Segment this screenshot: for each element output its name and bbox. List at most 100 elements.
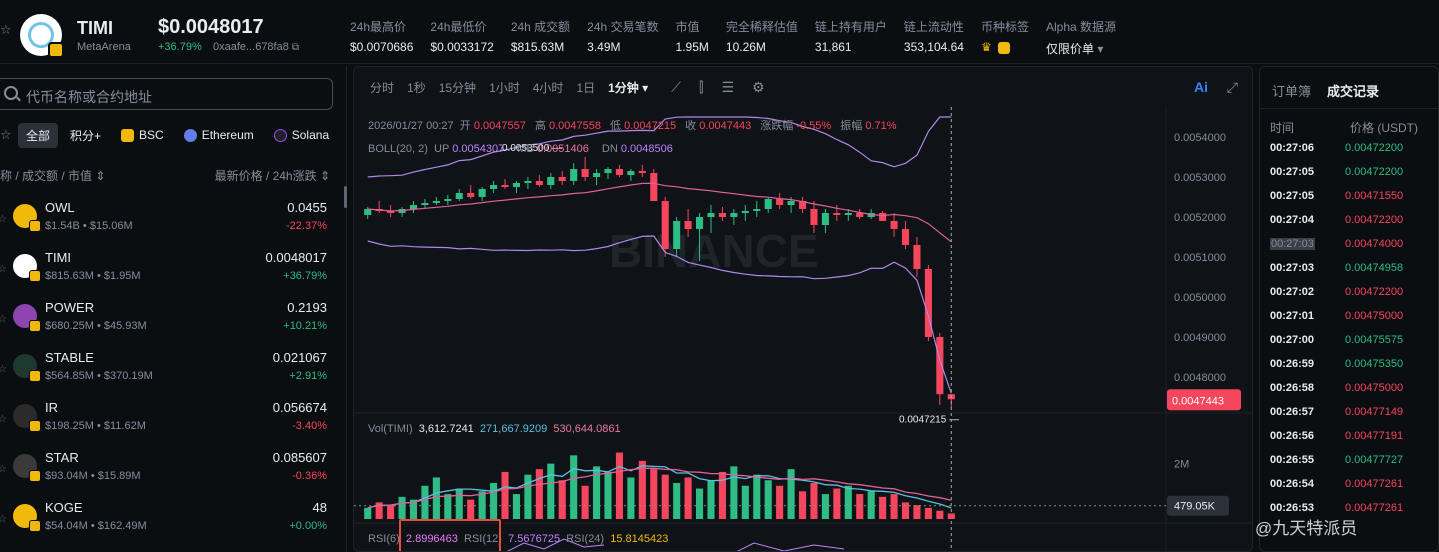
favorite-star-icon[interactable]: ☆ xyxy=(0,414,7,425)
stat-label: 链上流动性 xyxy=(903,20,964,34)
interval-tab[interactable]: 1日 xyxy=(576,80,596,95)
bsc-badge-icon xyxy=(29,520,41,532)
token-row[interactable]: ☆ STABLE $564.85M • $370.19M 0.021067 +2.91% xyxy=(0,344,347,394)
stat-item[interactable]: Alpha 数据源 仅限价单 ▾ xyxy=(1046,18,1116,57)
favorite-star-icon[interactable]: ☆ xyxy=(0,514,7,525)
token-row[interactable]: ☆ STAR $93.04M • $15.89M 0.085607 -0.36% xyxy=(0,444,347,494)
trade-price: 0.00475000 xyxy=(1345,382,1404,394)
candle-body xyxy=(833,213,841,215)
favorite-star-icon[interactable]: ☆ xyxy=(0,464,7,475)
filter-bsc[interactable]: BSC xyxy=(113,124,172,146)
trade-row: 00:27:04 0.00472200 xyxy=(1270,211,1435,235)
favorite-star-icon[interactable]: ☆ xyxy=(0,314,7,325)
trade-price: 0.00471550 xyxy=(1345,190,1404,202)
token-price: 48 xyxy=(312,500,327,515)
token-volume-mcap: $198.25M • $11.62M xyxy=(45,420,146,432)
tab-trade-history[interactable]: 成交记录 xyxy=(1327,84,1380,99)
favorite-star-icon[interactable]: ☆ xyxy=(0,264,7,275)
stats-bar: 24h最高价 $0.0070686 24h最低价 $0.0033172 24h 成交额 $… xyxy=(350,18,1133,57)
volume-bar xyxy=(718,471,726,519)
interval-tab[interactable]: 15分钟 xyxy=(438,80,477,95)
chevron-down-icon: ▾ xyxy=(1094,42,1104,56)
candle-type-icon[interactable]: ⫿ xyxy=(698,78,704,95)
volume-bar xyxy=(913,505,921,519)
candlestick-chart[interactable]: BINANCE 0.0054000 0.0053000 0.0052000 0.0051… xyxy=(354,107,1253,552)
trade-row: 00:26:58 0.00475000 xyxy=(1270,379,1435,403)
favorite-star-icon[interactable]: ☆ xyxy=(0,22,12,37)
filter-solana[interactable]: Solana xyxy=(266,124,337,146)
token-logo-icon xyxy=(13,304,41,332)
price-change: +36.79% xyxy=(158,41,202,53)
settings-sliders-icon[interactable]: ☰ xyxy=(721,78,735,95)
favorites-star-icon[interactable]: ☆ xyxy=(0,127,12,142)
filter-ethereum[interactable]: Ethereum xyxy=(176,124,262,146)
volume-bar xyxy=(787,469,795,519)
trades-list: 00:27:06 0.00472200 00:27:05 0.00472200 00:2… xyxy=(1270,139,1435,523)
stat-value[interactable]: 仅限价单 ▾ xyxy=(1046,42,1104,56)
stat-label: 完全稀释估值 xyxy=(725,20,798,34)
search-icon xyxy=(4,86,18,100)
trade-price: 0.00472200 xyxy=(1345,286,1404,298)
candle-body xyxy=(753,209,761,211)
candle-body xyxy=(501,185,509,187)
volume-ma5-line xyxy=(367,465,952,509)
search-placeholder: 代币名称或合约地址 xyxy=(26,89,152,105)
token-change: +36.79% xyxy=(283,270,327,282)
interval-tab[interactable]: 1秒 xyxy=(407,80,426,95)
candle-body xyxy=(638,171,646,173)
stat-value: 31,861 xyxy=(814,40,852,54)
candle-body xyxy=(821,213,829,225)
tab-orderbook[interactable]: 订单簿 xyxy=(1272,84,1312,99)
volume-bar xyxy=(375,502,383,519)
filter-points[interactable]: 积分+ xyxy=(70,128,102,143)
volume-bar xyxy=(535,469,543,519)
search-input[interactable]: 代币名称或合约地址 xyxy=(0,78,333,110)
token-row[interactable]: ☆ OWL $1.54B • $15.06M 0.0455 -22.37% xyxy=(0,194,347,244)
candle-body xyxy=(432,201,440,203)
token-list-panel: 代币名称或合约地址 ☆ 全部 积分+ BSC Ethereum Solana 称… xyxy=(0,66,347,552)
interval-tab[interactable]: 分时 xyxy=(370,80,395,95)
favorite-star-icon[interactable]: ☆ xyxy=(0,214,7,225)
sort-by-volume[interactable]: 称 / 成交额 / 市值 ⇕ xyxy=(0,169,106,183)
settings-icon[interactable]: ⚙ xyxy=(752,78,765,95)
stat-value: 353,104.64 xyxy=(903,40,964,54)
candle-body xyxy=(901,229,910,245)
volume-bar xyxy=(901,502,910,519)
fullscreen-icon[interactable]: ⤢ xyxy=(1226,79,1238,95)
chart-toolbar: 分时 1秒 15分钟 1小时 4小时 1日 1分钟 ▾ ⟋ ⫿ ☰ ⚙ Ai ⤢ xyxy=(354,67,1252,107)
token-row[interactable]: ☆ IR $198.25M • $11.62M 0.056674 -3.40% xyxy=(0,394,347,444)
token-symbol: IR xyxy=(45,400,58,415)
filter-all[interactable]: 全部 xyxy=(18,122,59,148)
interval-tab[interactable]: 4小时 xyxy=(532,80,564,95)
stat-label: 24h最高价 xyxy=(350,20,407,34)
candle-body xyxy=(798,201,807,209)
candle-body xyxy=(535,181,543,185)
stat-item: 链上持有用户 31,861 xyxy=(815,18,887,57)
token-row[interactable]: ☆ KOGE $54.04M • $162.49M 48 +0.00% xyxy=(0,494,347,544)
candle-body xyxy=(650,173,658,201)
volume-bar xyxy=(833,488,841,519)
token-symbol: OWL xyxy=(45,200,75,215)
favorite-star-icon[interactable]: ☆ xyxy=(0,364,7,375)
volume-bar xyxy=(387,505,395,519)
volume-bar xyxy=(867,491,875,519)
trades-header: 时间 价格 (USDT) xyxy=(1270,121,1418,135)
ai-icon[interactable]: Ai xyxy=(1194,79,1208,95)
interval-tab[interactable]: 1小时 xyxy=(489,80,520,95)
price-axis-label: 0.0049000 xyxy=(1174,332,1226,344)
trade-time: 00:26:56 xyxy=(1270,430,1315,442)
token-row[interactable]: ☆ TIMI $815.63M • $1.95M 0.0048017 +36.79% xyxy=(0,244,347,294)
bsc-badge-icon xyxy=(29,320,41,332)
chain-filters: ☆ 全部 积分+ BSC Ethereum Solana xyxy=(0,122,341,148)
token-row[interactable]: ☆ POWER $680.25M • $45.93M 0.2193 +10.21% xyxy=(0,294,347,344)
sort-by-price[interactable]: 最新价格 / 24h涨跌 ⇕ xyxy=(214,169,330,183)
stat-item: 链上流动性 353,104.64 xyxy=(904,18,964,57)
scrollbar[interactable] xyxy=(344,186,347,208)
sort-icon: ⇕ xyxy=(319,169,330,183)
contract-address[interactable]: 0xaafe...678fa8 ⧉ xyxy=(213,41,300,53)
interval-tab[interactable]: 1分钟 ▾ xyxy=(608,80,649,95)
copy-icon[interactable]: ⧉ xyxy=(291,42,300,53)
stat-label: 24h 成交额 xyxy=(510,20,571,34)
candle-body xyxy=(718,213,726,217)
indicator-icon[interactable]: ⟋ xyxy=(671,78,681,95)
